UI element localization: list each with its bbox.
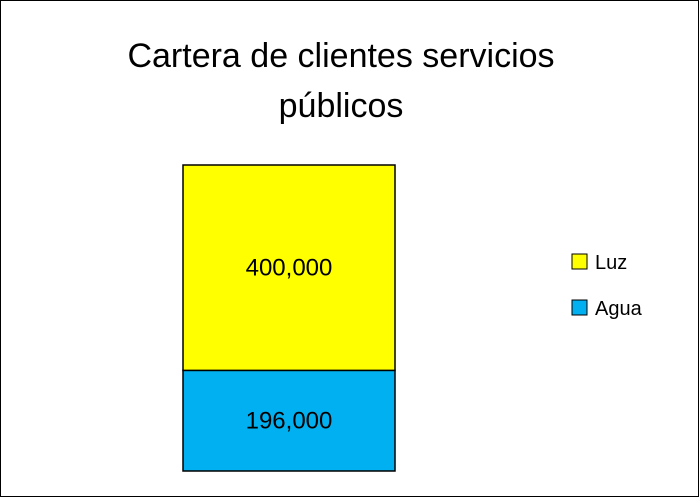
data-label-luz: 400,000 — [246, 255, 333, 282]
chart-title: Cartera de clientes servicios públicos — [127, 37, 555, 125]
bar-segment-agua — [182, 369, 396, 472]
bars-group: 196,000 400,000 — [182, 164, 396, 472]
bar-segment-luz — [182, 164, 396, 372]
legend: Luz Agua — [571, 252, 643, 320]
legend-swatch-luz — [571, 253, 588, 270]
data-label-agua: 196,000 — [246, 408, 333, 435]
legend-label-luz: Luz — [595, 252, 627, 274]
legend-swatch-agua — [571, 299, 588, 316]
legend-label-agua: Agua — [595, 298, 643, 320]
